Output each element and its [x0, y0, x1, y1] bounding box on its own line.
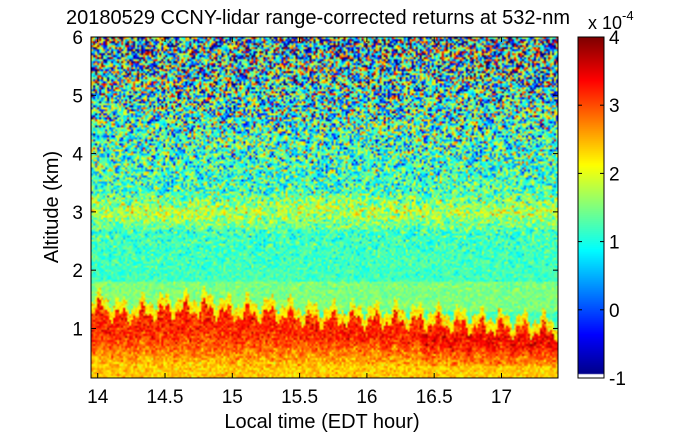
- colorbar-tick-label: -1: [609, 369, 626, 390]
- colorbar-frame: [577, 36, 605, 379]
- x-tick-label: 16.5: [416, 387, 453, 408]
- colorbar-tick-label: 3: [609, 96, 620, 117]
- y-tick-label: 5: [72, 86, 83, 107]
- plot-frame: [90, 36, 559, 379]
- y-axis: 1 2 3 4 5 6: [72, 28, 558, 340]
- x-tick-label: 14.5: [147, 387, 184, 408]
- y-tick-label: 3: [72, 203, 83, 224]
- colorbar-exponent-base: x 10: [588, 13, 622, 33]
- colorbar: -1 0 1 2 3 4 x 10-4: [577, 8, 634, 390]
- heatmap-area: [90, 36, 559, 379]
- chart-title: 20180529 CCNY-lidar range-corrected retu…: [66, 7, 570, 29]
- y-tick-label: 6: [72, 28, 83, 49]
- colorbar-tick-label: 2: [609, 164, 620, 185]
- heatmap-image: [91, 37, 558, 378]
- y-axis-label: Altitude (km): [41, 151, 63, 263]
- colorbar-tick-label: 1: [609, 233, 620, 254]
- x-tick-label: 16: [356, 387, 377, 408]
- x-axis: 14 14.5 15 15.5 16 16.5 17: [87, 37, 512, 408]
- y-tick-label: 4: [72, 145, 83, 166]
- colorbar-exponent-power: -4: [622, 8, 634, 23]
- colorbar-gradient: [578, 37, 604, 378]
- colorbar-exponent: x 10-4: [588, 8, 634, 33]
- x-tick-label: 15: [222, 387, 243, 408]
- colorbar-tick-label: 4: [609, 28, 620, 49]
- y-tick-label: 1: [72, 319, 83, 340]
- y-tick-label: 2: [72, 261, 83, 282]
- x-tick-label: 17: [491, 387, 512, 408]
- x-axis-label: Local time (EDT hour): [224, 411, 419, 433]
- x-tick-label: 15.5: [281, 387, 318, 408]
- x-tick-label: 14: [87, 387, 109, 408]
- colorbar-tick-label: 0: [609, 301, 620, 322]
- colorbar-ticks: -1 0 1 2 3 4: [578, 28, 626, 390]
